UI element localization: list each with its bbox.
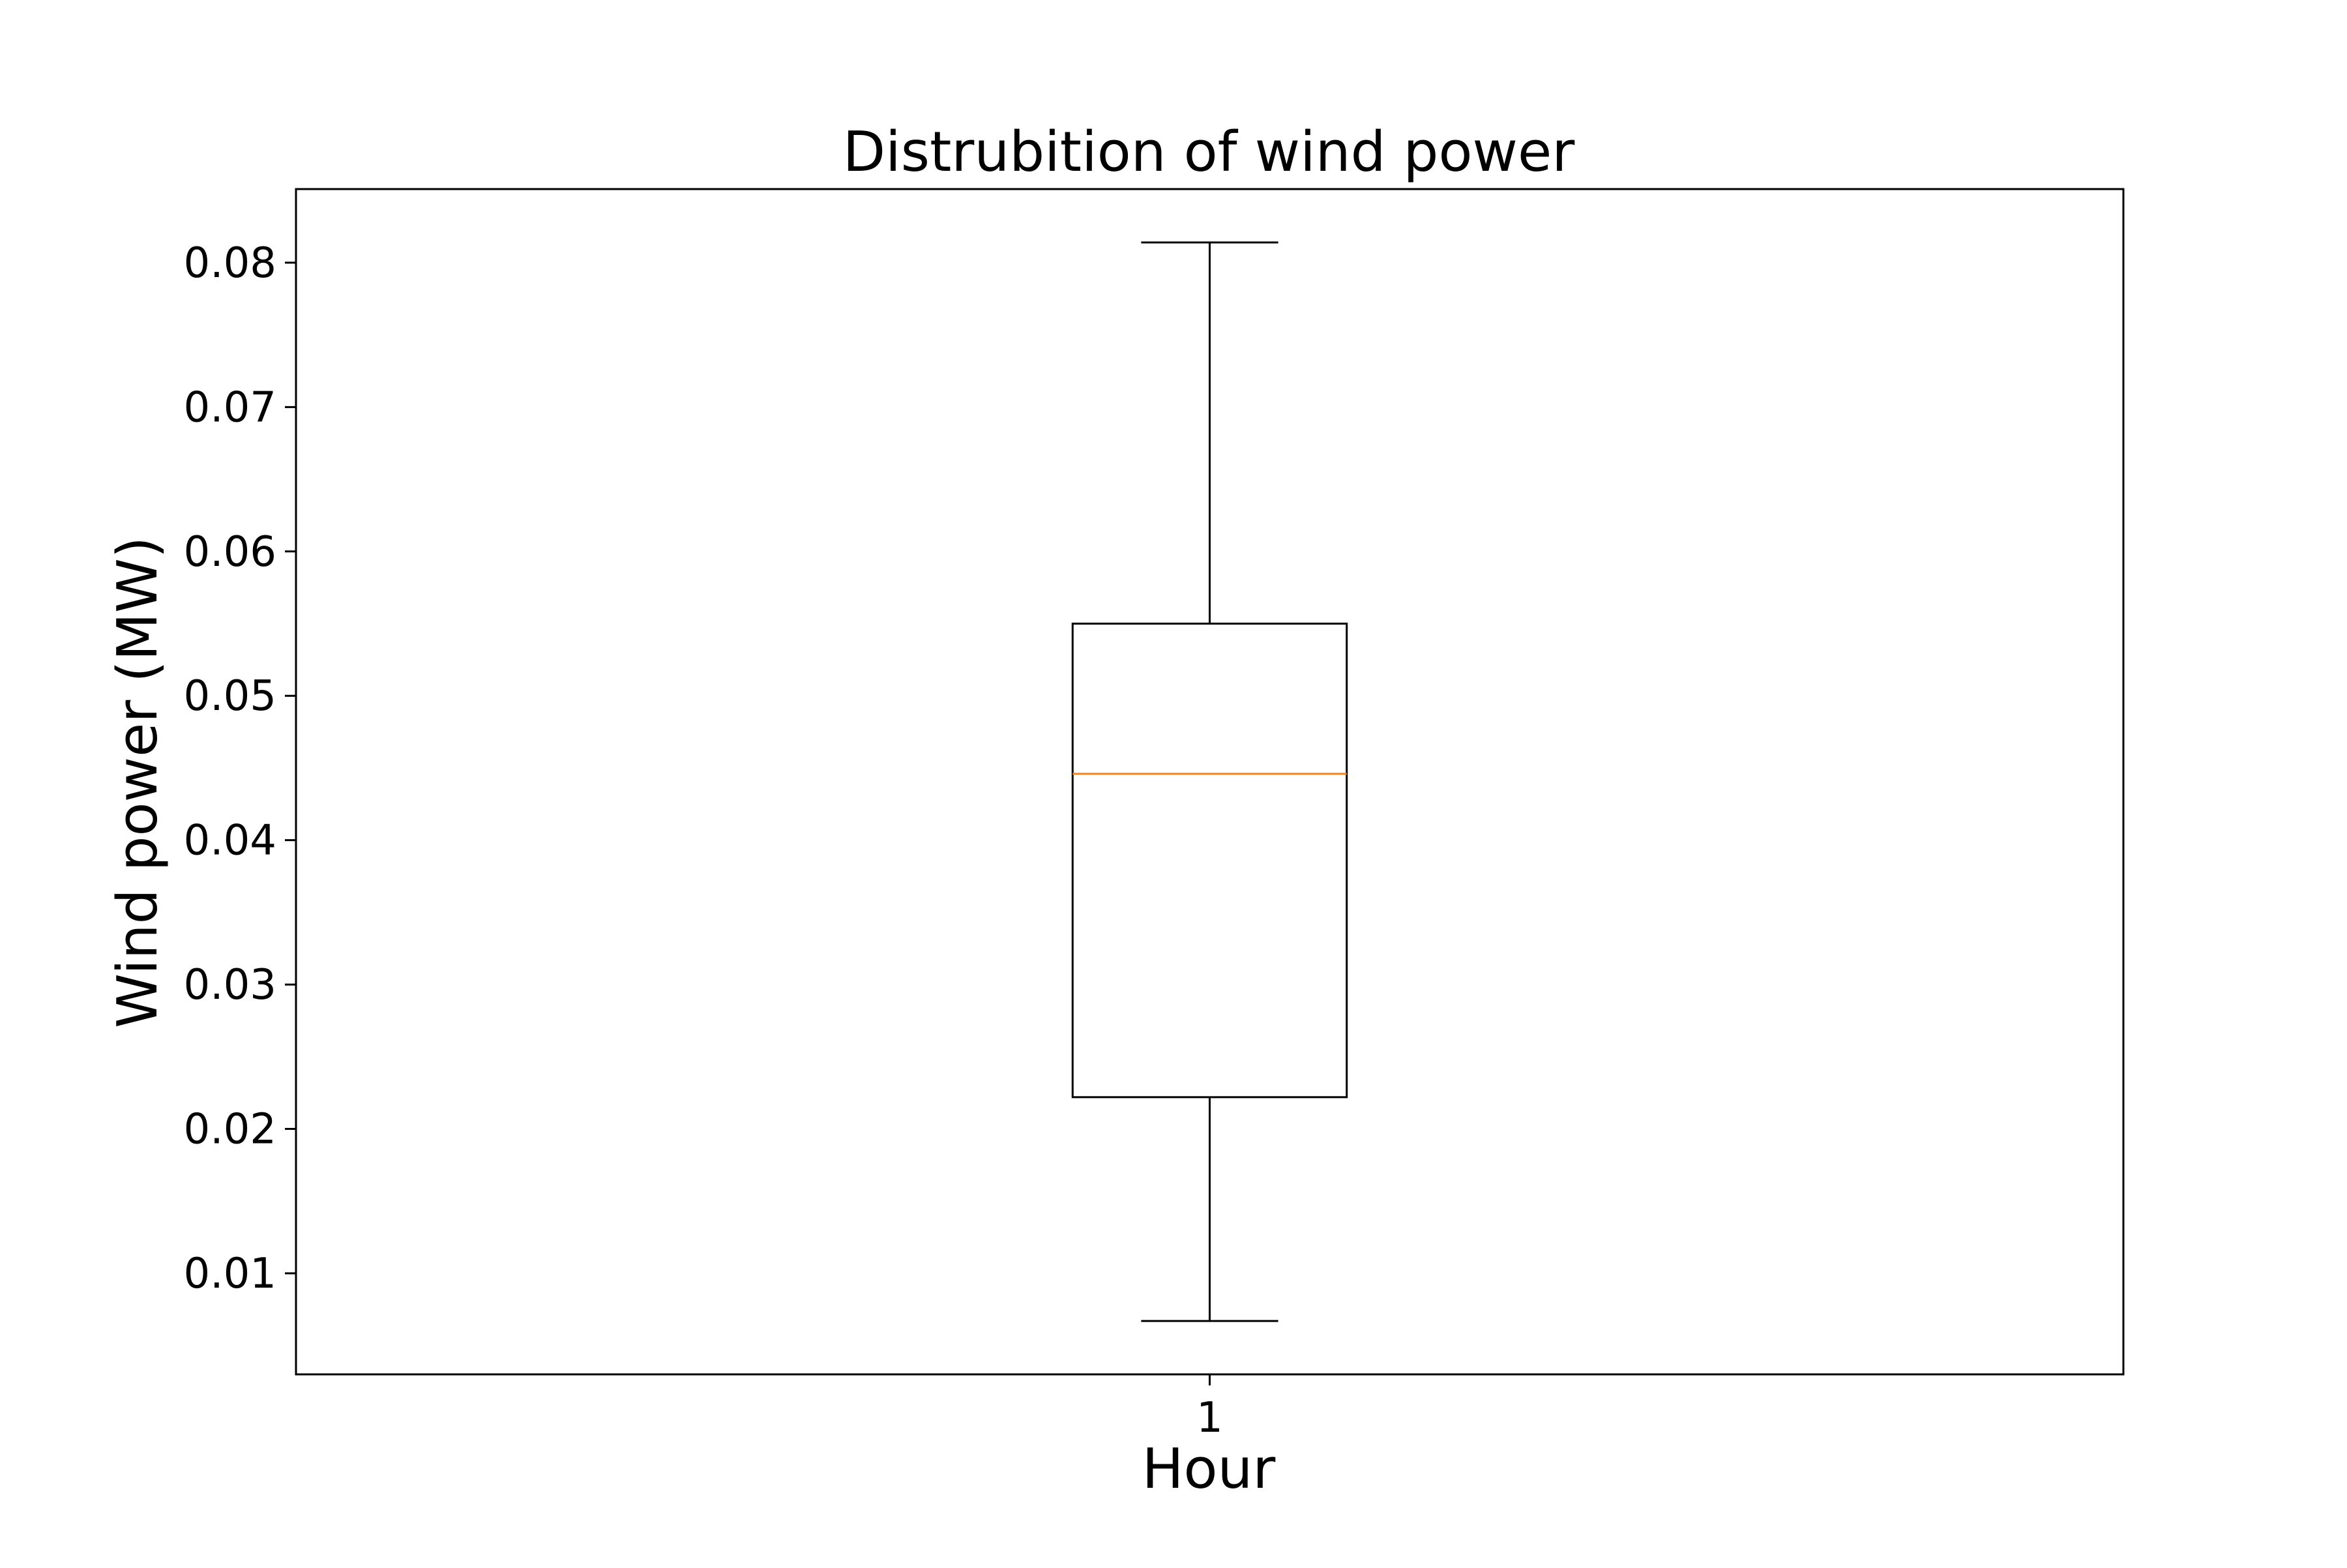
x-axis: 1 (1196, 1374, 1223, 1442)
y-axis-label: Wind power (MW) (106, 537, 170, 1028)
chart-title: Distrubition of wind power (843, 120, 1575, 185)
y-axis: 0.01 0.02 0.03 0.04 0.05 0.06 0.07 0.08 (184, 239, 296, 1298)
y-tick-label: 0.06 (184, 528, 277, 576)
y-tick-label: 0.02 (184, 1106, 277, 1154)
y-tick-label: 0.05 (184, 672, 277, 720)
y-tick-label: 0.07 (184, 383, 277, 432)
x-axis-label: Hour (1142, 1437, 1276, 1501)
y-tick-label: 0.04 (184, 817, 277, 865)
box-series (1071, 241, 1348, 1322)
y-tick-label: 0.01 (184, 1250, 277, 1298)
interquartile-box (1071, 623, 1348, 1099)
y-tick-label: 0.03 (184, 961, 277, 1009)
x-tick-label: 1 (1196, 1394, 1223, 1442)
y-tick-label: 0.08 (184, 239, 277, 288)
